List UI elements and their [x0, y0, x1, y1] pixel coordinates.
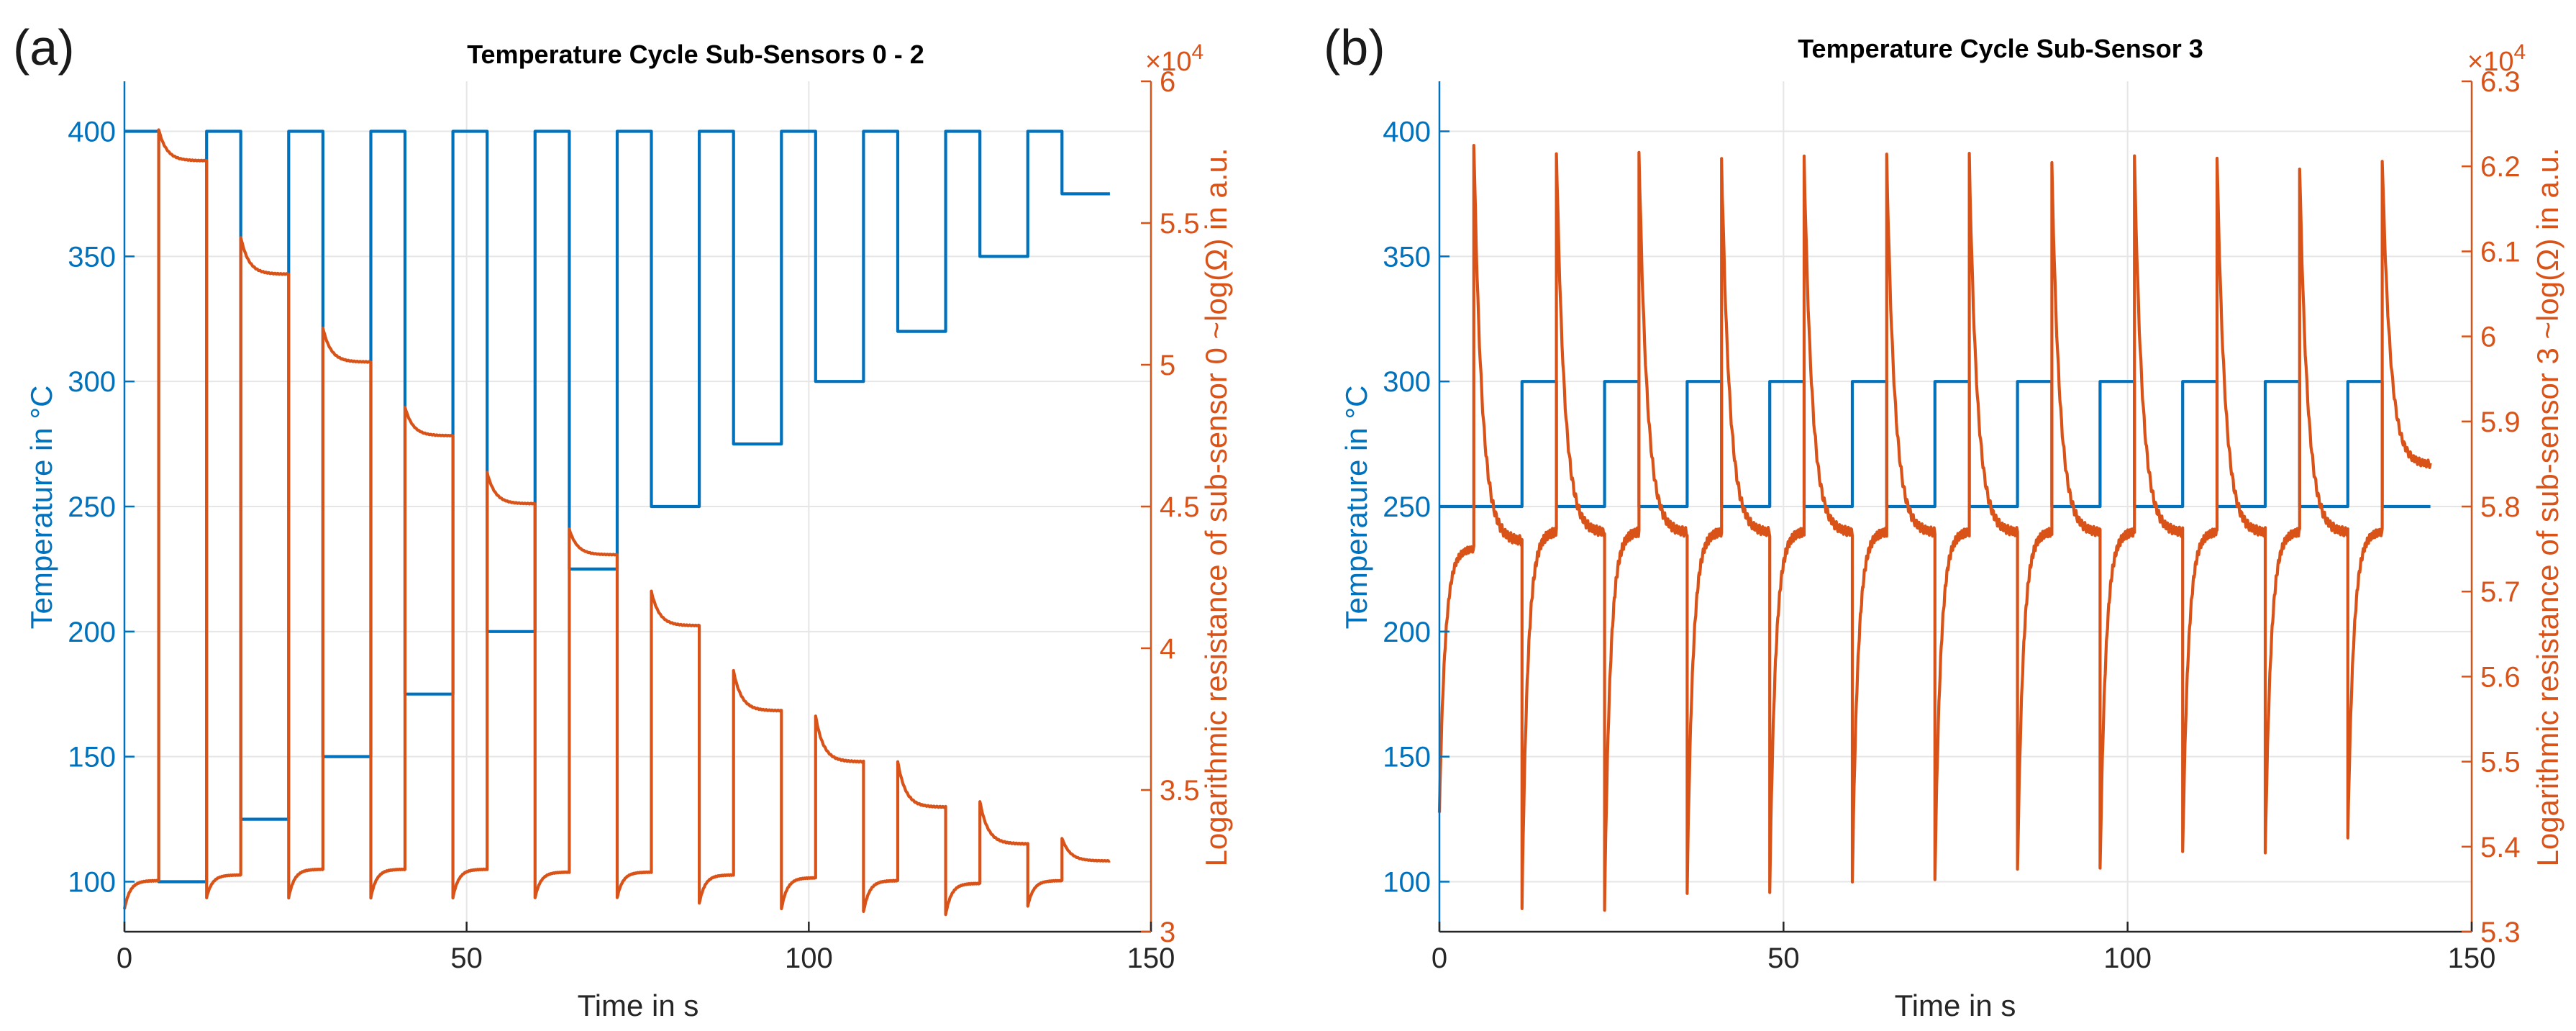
ticks-a: 0 50 100 150 100 150 200 250 300 350 400 3 3.5 4 4.5 5 5… [68, 66, 1199, 974]
exponent-base-b: ×10 [2467, 47, 2513, 77]
exponent-power-a: 4 [1191, 40, 1203, 64]
chart-title-b: Temperature Cycle Sub-Sensor 3 [1798, 34, 2203, 63]
y-right-tick-label-1: 3.5 [1160, 775, 1200, 807]
y-right-tick-label-3: 4.5 [1160, 491, 1200, 523]
x-tick-label-3: 150 [2448, 943, 2496, 974]
y-right-tick-label-0: 3 [1160, 917, 1175, 948]
y-right-tick-label-0: 5.3 [2480, 917, 2521, 948]
y-left-tick-label-4: 300 [1383, 366, 1431, 398]
y-right-tick-label-3: 5.6 [2480, 661, 2521, 693]
y-left-tick-label-2: 200 [1383, 617, 1431, 648]
y-right-tick-label-5: 5.5 [1160, 208, 1200, 240]
y-right-tick-label-6: 5.9 [2480, 407, 2521, 438]
right-axis-exponent-b: ×104 [2467, 40, 2526, 77]
y-left-tick-label-1: 150 [68, 742, 116, 773]
y-right-tick-label-5: 5.8 [2480, 491, 2521, 523]
y-right-tick-label-8: 6.1 [2480, 236, 2521, 268]
y-left-tick-label-3: 250 [1383, 491, 1431, 523]
y-left-tick-label-0: 100 [68, 866, 116, 898]
y-left-tick-label-6: 400 [68, 117, 116, 148]
x-tick-label-0: 0 [117, 943, 132, 974]
exponent-base-a: ×10 [1145, 47, 1191, 77]
x-tick-label-3: 150 [1127, 943, 1175, 974]
y-axis-label-right-b: Logarithmic resistance of sub-sensor 3 ~… [2531, 147, 2564, 866]
series-a [122, 128, 1111, 917]
y-left-tick-label-1: 150 [1383, 742, 1431, 773]
x-tick-label-1: 50 [1767, 943, 1800, 974]
y-right-tick-label-7: 6 [2480, 322, 2496, 353]
series-resistance-line-b [1437, 144, 2432, 912]
y-axis-label-left-a: Temperature in °C [24, 386, 58, 630]
y-right-tick-label-9: 6.2 [2480, 151, 2521, 183]
y-right-tick-label-10: 6.3 [2480, 66, 2521, 98]
y-right-tick-label-6: 6 [1160, 66, 1175, 98]
y-left-tick-label-2: 200 [68, 617, 116, 648]
y-left-tick-label-0: 100 [1383, 866, 1431, 898]
y-right-tick-label-4: 5 [1160, 350, 1175, 381]
exponent-power-b: 4 [2513, 40, 2526, 64]
y-axis-label-left-b: Temperature in °C [1339, 386, 1373, 630]
y-left-tick-label-4: 300 [68, 366, 116, 398]
y-left-tick-label-3: 250 [68, 491, 116, 523]
series-resistance-line-a [122, 128, 1111, 917]
right-axis-exponent-a: ×104 [1145, 40, 1203, 77]
y-axis-label-right-a: Logarithmic resistance of sub-sensor 0 ~… [1199, 147, 1233, 866]
ticks-b: 0 50 100 150 100 150 200 250 300 350 400 5.3 5.4 5.5 5… [1383, 66, 2520, 974]
x-tick-label-1: 50 [450, 943, 483, 974]
chart-title-a: Temperature Cycle Sub-Sensors 0 - 2 [467, 40, 924, 69]
y-right-tick-label-1: 5.4 [2480, 832, 2521, 863]
x-tick-label-2: 100 [2103, 943, 2152, 974]
x-tick-label-2: 100 [785, 943, 833, 974]
chart-panel-b: 0 50 100 150 100 150 200 250 300 350 400 5.3 5.4 5.5 5… [1324, 19, 2564, 1022]
series-temperature-line-a [124, 130, 1110, 884]
y-right-tick-label-2: 5.5 [2480, 747, 2521, 778]
x-axis-label-b: Time in s [1895, 989, 2016, 1022]
panel-label-b: (b) [1324, 19, 1385, 76]
panel-label-a: (a) [13, 19, 75, 76]
y-right-tick-label-4: 5.7 [2480, 576, 2521, 608]
x-axis-label-a: Time in s [578, 989, 699, 1022]
x-tick-label-0: 0 [1432, 943, 1447, 974]
y-right-tick-label-2: 4 [1160, 633, 1175, 665]
chart-panel-a: 0 50 100 150 100 150 200 250 300 350 400 3 3.5 4 4.5 5 5… [13, 19, 1233, 1022]
y-left-tick-label-5: 350 [68, 241, 116, 273]
y-left-tick-label-5: 350 [1383, 241, 1431, 273]
series-b [1437, 144, 2432, 912]
y-left-tick-label-6: 400 [1383, 117, 1431, 148]
